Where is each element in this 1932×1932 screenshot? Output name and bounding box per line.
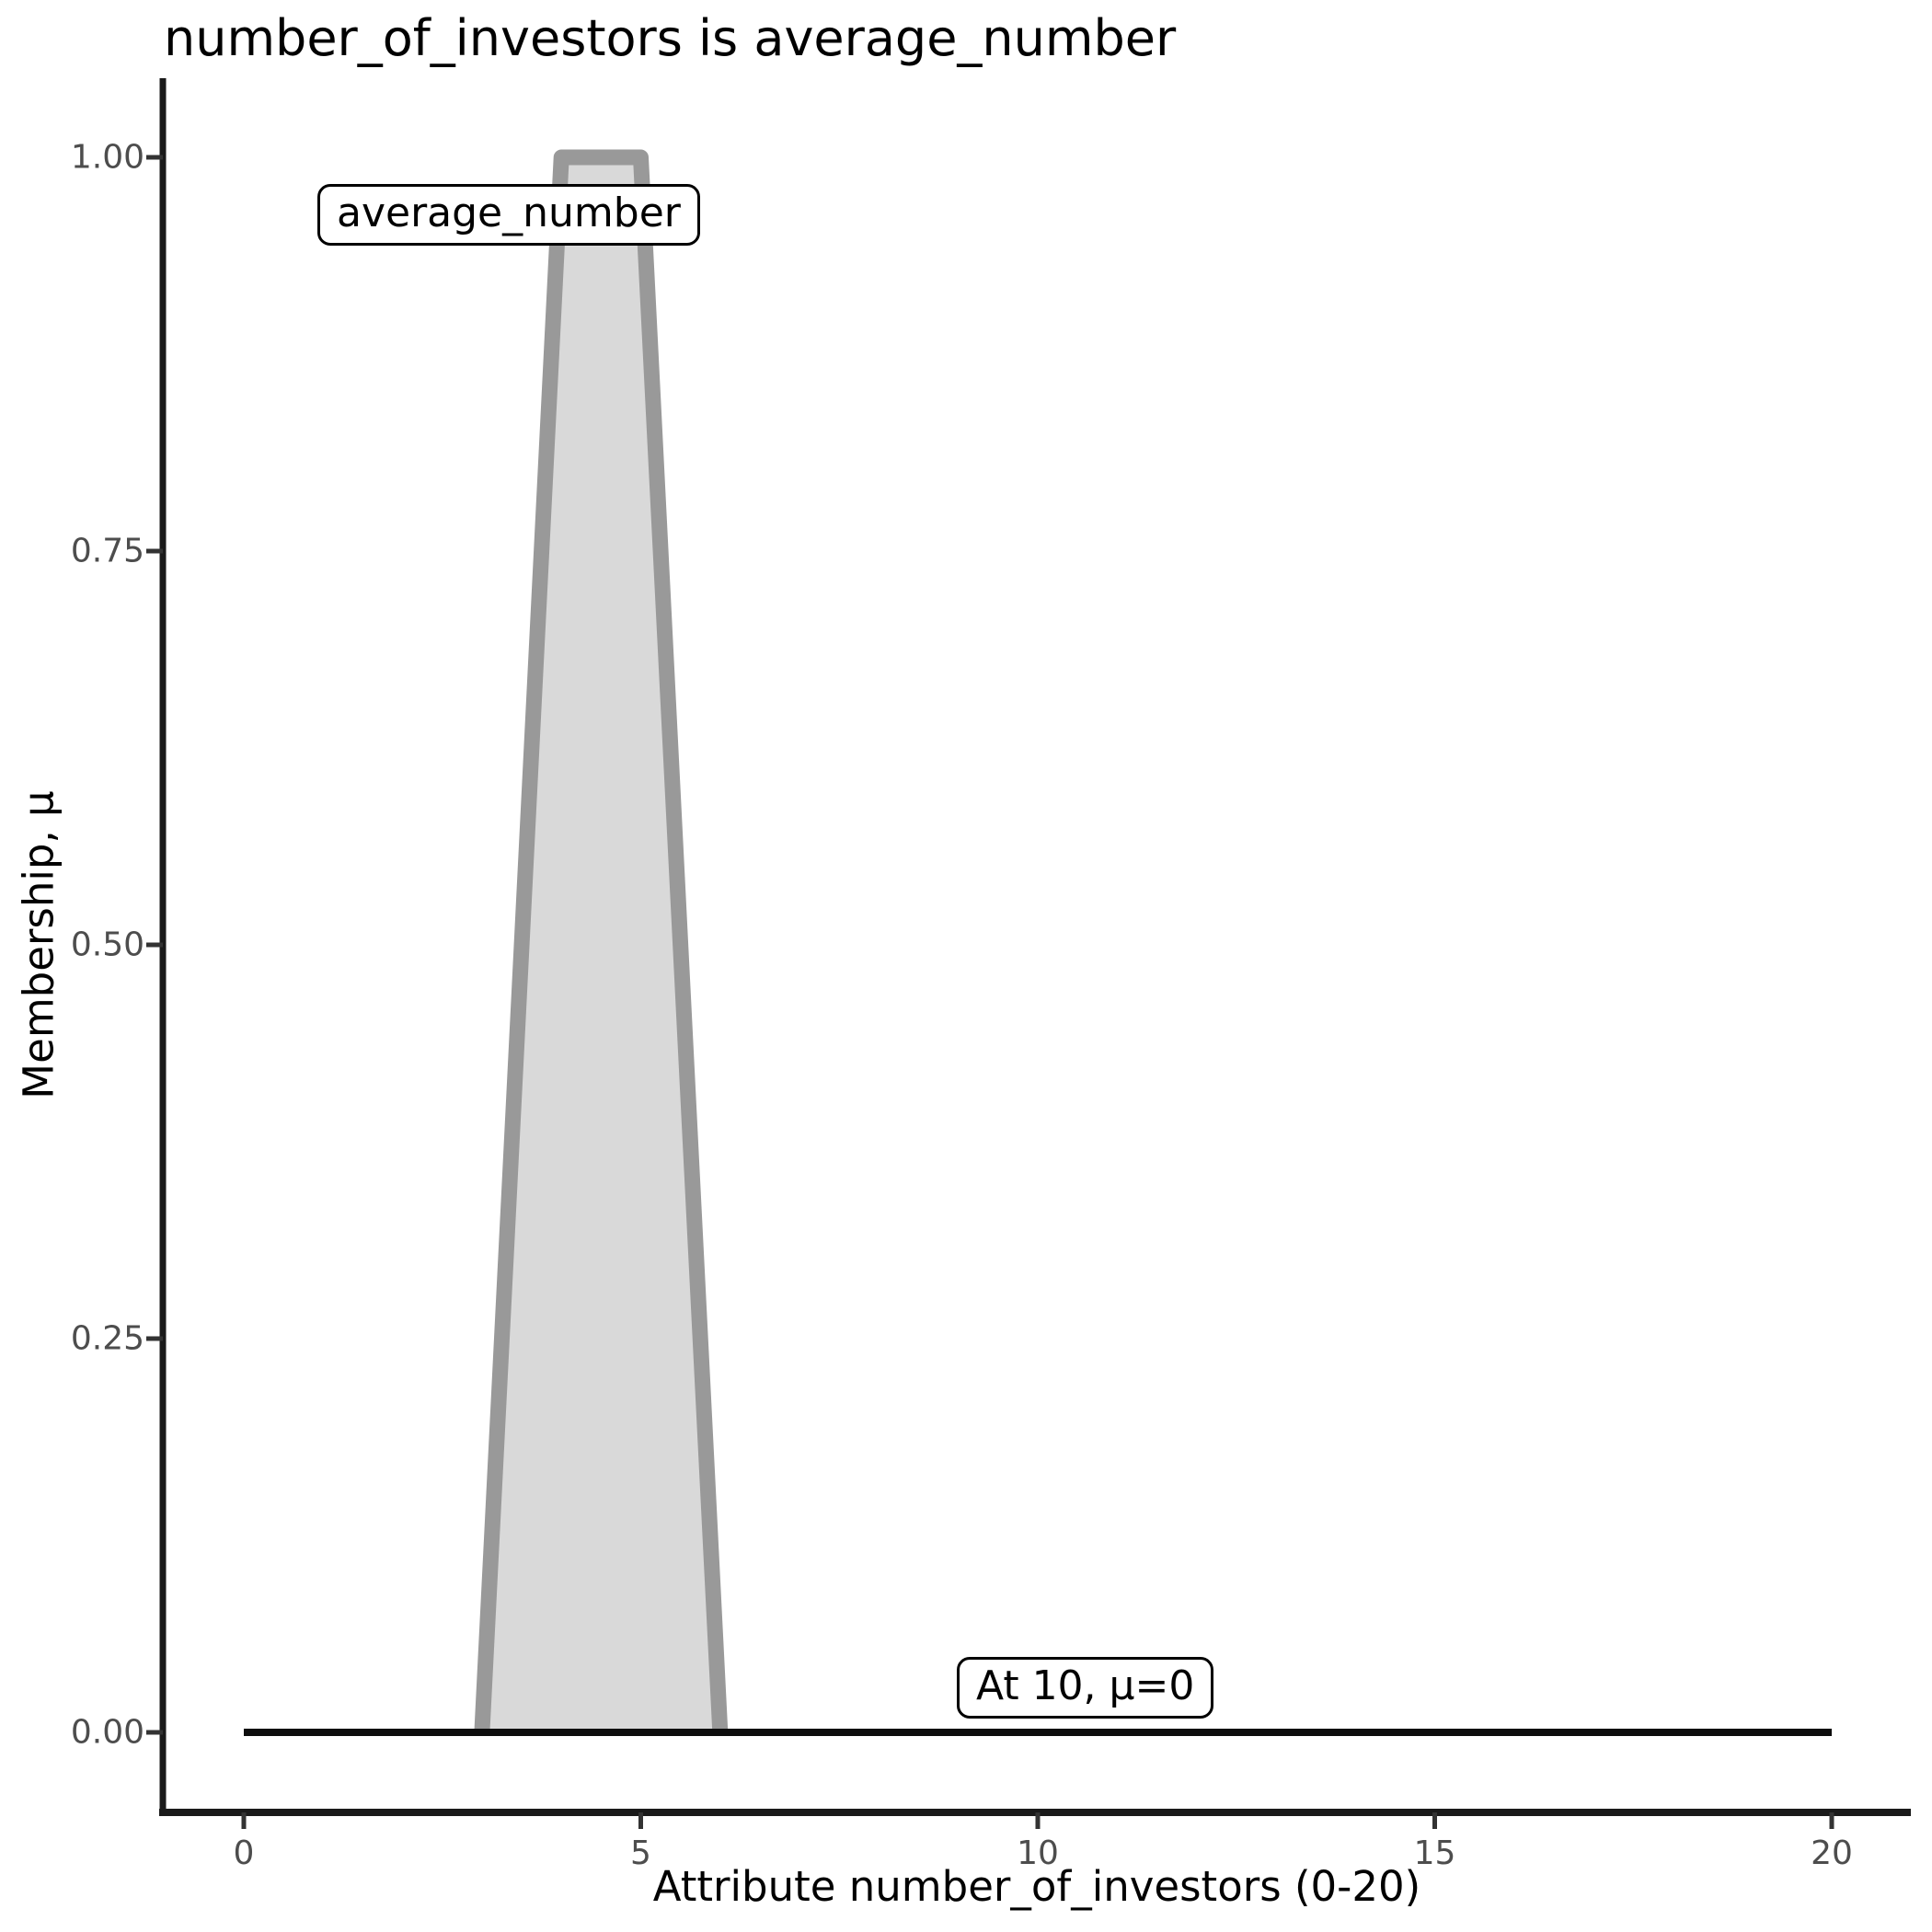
y-tick-label: 0.50 — [70, 926, 144, 964]
y-tick-label: 0.25 — [70, 1319, 144, 1358]
x-tick-label: 0 — [233, 1834, 255, 1872]
annotation-point-label: At 10, μ=0 — [957, 1657, 1214, 1719]
x-tick-label: 10 — [1017, 1834, 1059, 1872]
x-axis-title: Attribute number_of_investors (0-20) — [652, 1862, 1421, 1911]
y-tick-label: 0.00 — [70, 1713, 144, 1752]
chart-title: number_of_investors is average_number — [164, 9, 1177, 67]
x-tick-label: 20 — [1811, 1834, 1853, 1872]
y-tick-label: 0.75 — [70, 532, 144, 570]
x-tick-label: 15 — [1413, 1834, 1456, 1872]
membership-trapezoid — [474, 149, 729, 1733]
x-tick-label: 5 — [630, 1834, 651, 1872]
y-tick-label: 1.00 — [70, 138, 144, 177]
annotation-set-label: average_number — [317, 184, 700, 246]
